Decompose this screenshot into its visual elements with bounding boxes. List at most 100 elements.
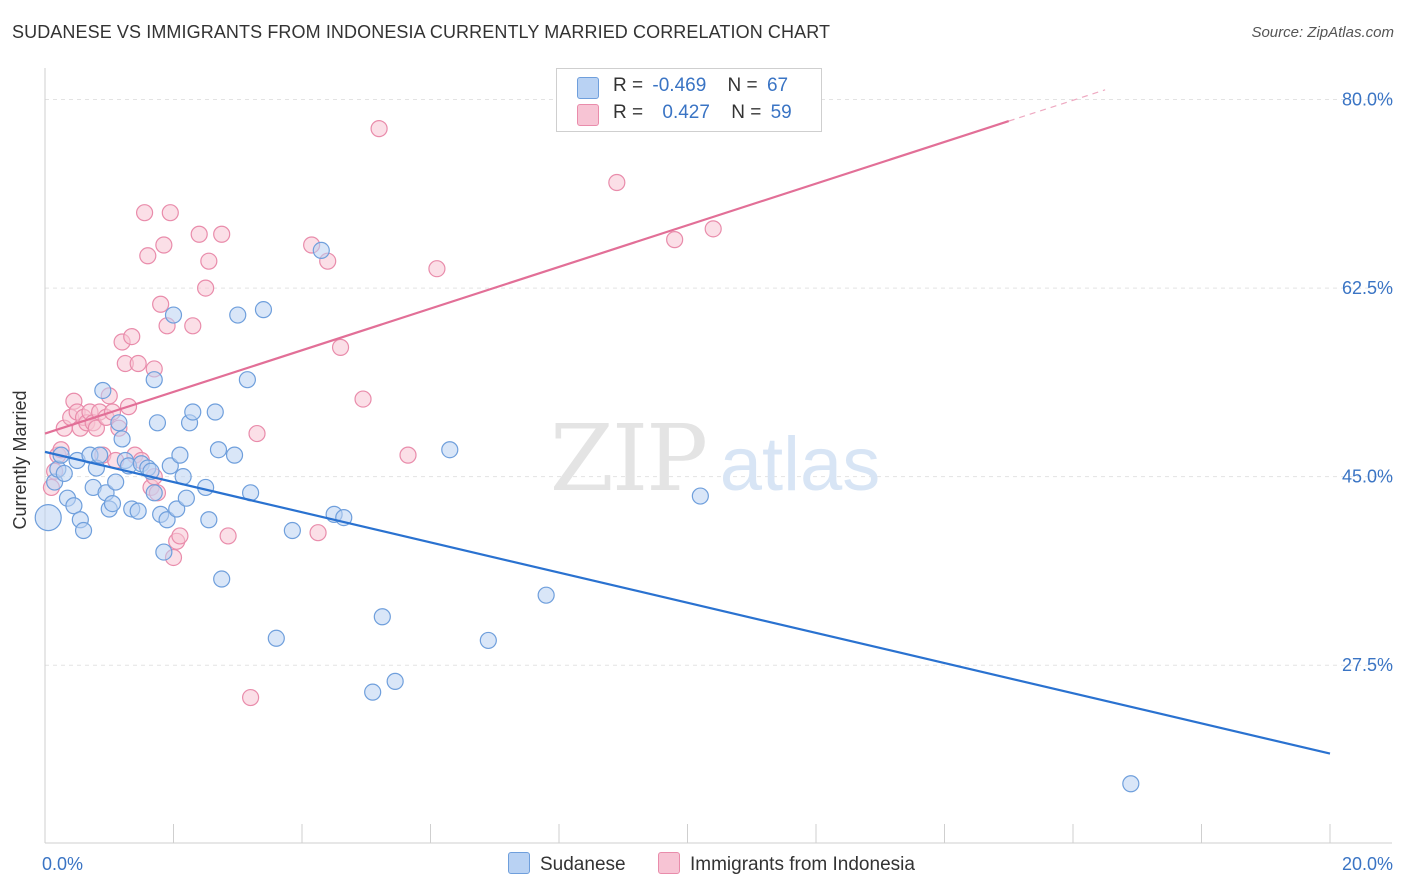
grid-lines <box>45 99 1392 666</box>
data-point <box>213 225 231 243</box>
trend-line-indonesia <box>44 120 1010 435</box>
x-tick-label: 20.0% <box>1342 854 1393 874</box>
bottom-legend-swatch-pink <box>658 852 680 874</box>
data-point <box>139 247 157 265</box>
data-point <box>537 586 555 604</box>
data-point <box>666 231 684 249</box>
data-point <box>161 457 179 475</box>
data-point <box>110 414 128 432</box>
data-point <box>135 204 154 222</box>
data-point <box>242 688 260 707</box>
y-tick-label: 62.5% <box>1342 278 1393 298</box>
watermark-atlas: atlas <box>720 422 881 507</box>
data-point <box>103 494 122 513</box>
bottom-legend-label: Immigrants from Indonesia <box>690 854 915 875</box>
data-point <box>200 252 218 270</box>
bottom-legend-label: Sudanese <box>540 854 626 875</box>
data-point <box>129 502 147 520</box>
data-point <box>441 441 459 459</box>
data-point <box>386 672 404 690</box>
data-point <box>428 260 446 278</box>
x-tick-label: 0.0% <box>42 854 83 874</box>
legend-n-value: 59 <box>770 102 792 123</box>
data-point <box>65 497 83 515</box>
data-point <box>34 504 62 532</box>
chart-title: SUDANESE VS IMMIGRANTS FROM INDONESIA CU… <box>12 22 831 42</box>
data-point <box>219 527 237 545</box>
data-point <box>309 524 327 542</box>
series-sudanese <box>34 241 1140 793</box>
data-point <box>197 279 215 297</box>
data-point <box>608 173 626 192</box>
legend-r-label: R = <box>613 102 644 123</box>
data-point <box>87 419 106 437</box>
correlation-legend: R = -0.469 N = 67 R = 0.427 N = 59 <box>556 68 822 132</box>
data-point <box>152 295 170 313</box>
data-point <box>91 446 109 464</box>
data-point <box>148 414 167 432</box>
trend-line-sudanese <box>44 450 1331 755</box>
data-point <box>107 473 125 491</box>
data-point <box>155 543 173 561</box>
data-point <box>267 629 285 647</box>
watermark-zip: ZIP <box>550 405 706 512</box>
data-point <box>129 354 147 373</box>
y-tick-label: 80.0% <box>1342 90 1393 110</box>
legend-r-label: R = <box>613 75 644 96</box>
data-point <box>158 511 176 529</box>
bottom-legend-indonesia: Immigrants from Indonesia <box>658 852 915 876</box>
legend-n-label: N = <box>727 75 758 96</box>
data-point <box>164 306 183 324</box>
legend-r-value: -0.469 <box>652 75 707 96</box>
data-point <box>238 371 256 389</box>
legend-swatch-blue <box>577 77 599 99</box>
data-point <box>171 527 189 545</box>
data-point <box>229 306 247 324</box>
bottom-legend-sudanese: Sudanese <box>508 852 626 876</box>
data-point <box>113 430 131 448</box>
data-point <box>354 390 372 408</box>
source-label: Source: ZipAtlas.com <box>1251 24 1394 41</box>
data-point <box>184 403 202 421</box>
legend-r-value: 0.427 <box>662 102 710 123</box>
data-point <box>364 683 382 701</box>
data-point <box>123 327 141 346</box>
y-tick-label: 27.5% <box>1342 655 1393 675</box>
data-point <box>145 484 163 502</box>
y-tick-label: 45.0% <box>1342 467 1393 487</box>
data-point <box>171 446 189 464</box>
legend-n-label: N = <box>731 102 762 123</box>
watermark: ZIP atlas <box>550 405 880 512</box>
data-point <box>370 120 388 138</box>
data-point <box>312 241 330 259</box>
bottom-legend-swatch-blue <box>508 852 530 874</box>
data-point <box>74 521 93 540</box>
data-point <box>200 511 218 529</box>
data-point <box>254 301 273 319</box>
legend-swatch-pink <box>577 104 599 126</box>
tick-labels: 27.5% 45.0% 62.5% 80.0% 0.0% 20.0% <box>42 90 1393 874</box>
data-point <box>248 424 266 443</box>
data-point <box>206 403 224 421</box>
data-point <box>155 236 173 254</box>
trend-lines <box>44 89 1331 755</box>
data-point <box>209 441 228 459</box>
data-point <box>691 487 709 505</box>
legend-n-value: 67 <box>766 75 789 96</box>
data-point <box>168 500 186 518</box>
data-point <box>331 338 350 356</box>
data-point <box>55 464 73 483</box>
data-point <box>94 381 112 400</box>
axes <box>44 68 1392 844</box>
data-point <box>213 570 231 588</box>
trend-line-indonesia-extension <box>1008 89 1106 122</box>
data-point <box>373 608 391 626</box>
data-point <box>184 317 202 335</box>
data-point <box>1122 775 1140 793</box>
data-point <box>399 446 417 464</box>
data-point <box>479 631 497 650</box>
data-point <box>225 446 244 464</box>
data-point <box>283 521 301 540</box>
data-point <box>145 371 163 389</box>
